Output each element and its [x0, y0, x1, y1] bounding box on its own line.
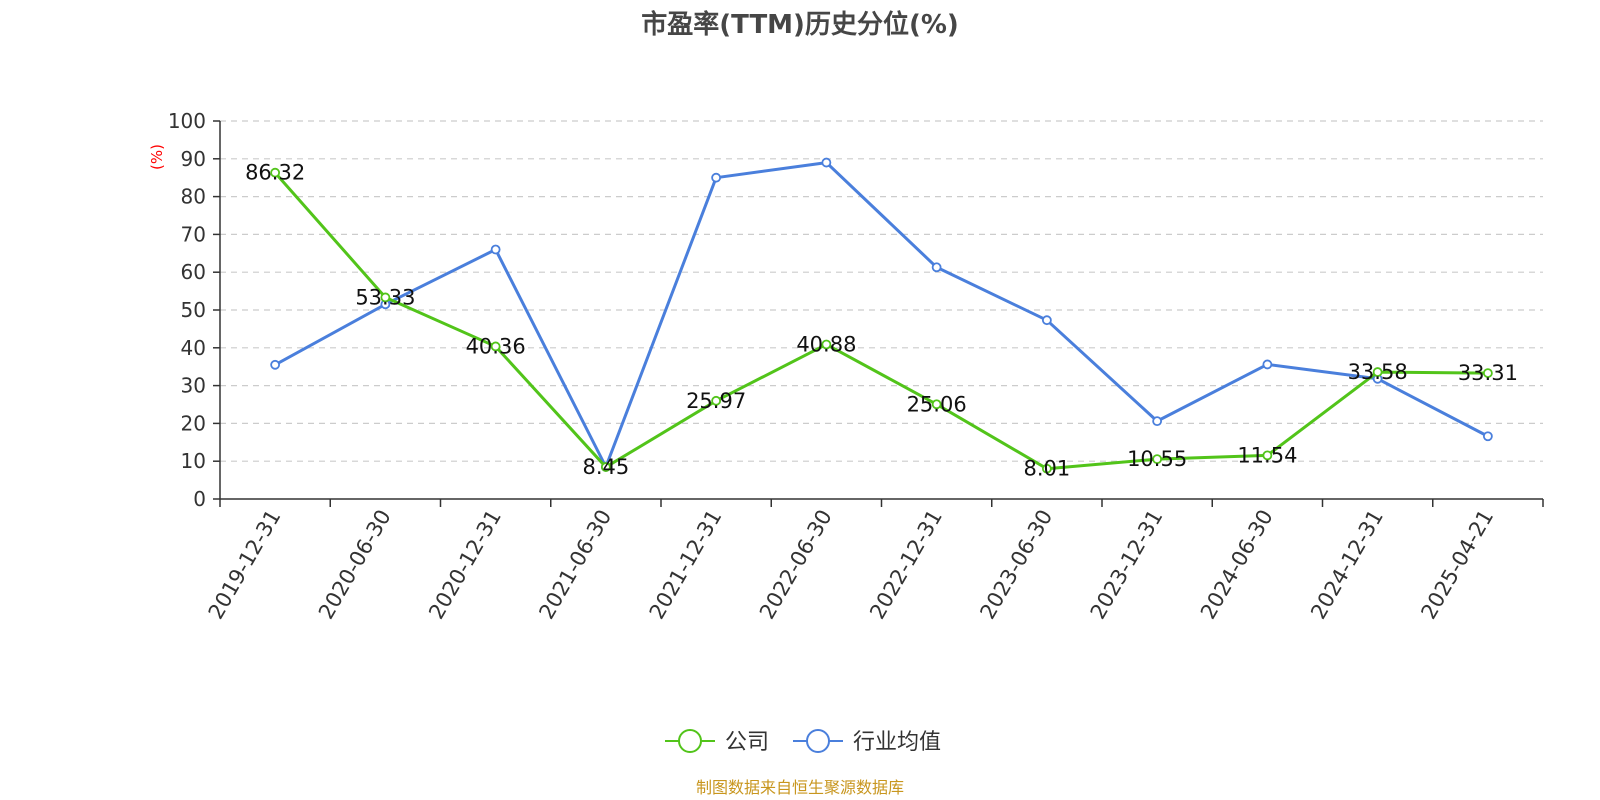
- x-tick-label: 2021-06-30: [534, 506, 616, 624]
- data-label: 53.33: [355, 285, 415, 309]
- y-tick-label: 70: [181, 222, 206, 246]
- x-tick-label: 2020-12-31: [424, 506, 506, 624]
- y-tick-label: 90: [181, 147, 206, 171]
- series-1-point[interactable]: [931, 262, 942, 273]
- y-tick-label: 30: [181, 374, 206, 398]
- data-label: 8.45: [582, 455, 629, 479]
- series-0-point[interactable]: [270, 167, 281, 178]
- data-label: 10.55: [1127, 447, 1187, 471]
- y-tick-label: 50: [181, 298, 206, 322]
- legend-label[interactable]: 行业均值: [853, 730, 941, 755]
- series-1-point[interactable]: [490, 244, 501, 255]
- x-tick-label: 2020-06-30: [314, 506, 396, 624]
- data-label: 86.32: [245, 161, 305, 185]
- series-1-point[interactable]: [711, 172, 722, 183]
- series-0-point[interactable]: [1041, 463, 1052, 474]
- series-0-point[interactable]: [1262, 450, 1273, 461]
- series-1-point[interactable]: [1482, 431, 1493, 442]
- y-tick-label: 60: [181, 260, 206, 284]
- series-0-point[interactable]: [1372, 367, 1383, 377]
- data-label: 8.01: [1023, 457, 1070, 481]
- chart-title: 市盈率(TTM)历史分位(%): [641, 9, 959, 40]
- x-tick-label: 2025-04-21: [1416, 506, 1498, 624]
- x-tick-label: 2022-06-30: [755, 506, 837, 624]
- data-label: 25.97: [686, 389, 746, 413]
- data-label: 33.58: [1348, 360, 1408, 384]
- x-tick-label: 2022-12-31: [865, 506, 947, 624]
- series-1-point[interactable]: [1041, 315, 1052, 326]
- data-label: 11.54: [1237, 443, 1297, 467]
- data-label: 40.88: [796, 332, 856, 356]
- y-tick-label: 40: [181, 336, 206, 360]
- grid-lines: [220, 120, 1543, 462]
- y-tick-label: 0: [193, 487, 206, 511]
- series-1-point[interactable]: [1152, 416, 1163, 427]
- series-0-point[interactable]: [1482, 368, 1493, 378]
- legend-marker[interactable]: [678, 729, 702, 753]
- series-1-point[interactable]: [821, 157, 832, 168]
- series-0-point[interactable]: [490, 341, 501, 352]
- series-1-point[interactable]: [1262, 359, 1273, 370]
- x-tick-label: 2021-12-31: [645, 506, 727, 624]
- series-line-1: [274, 161, 1489, 469]
- axes: 0 10 20 30 40 50 60 70 80 90 100 2019-12-31 2020-06-…: [168, 109, 1544, 624]
- series-lines: [270, 157, 1493, 474]
- series-line-0: [274, 171, 1488, 471]
- series-0-point[interactable]: [380, 292, 391, 303]
- legend[interactable]: 公司 行业均值: [665, 729, 941, 755]
- y-tick-label: 20: [181, 411, 206, 435]
- data-labels: 86.32 53.33 40.36 8.45 25.97 40.88 25.06 8.01 10…: [245, 161, 1518, 481]
- y-tick-label: 80: [181, 185, 206, 209]
- series-0-point[interactable]: [821, 339, 832, 350]
- legend-marker[interactable]: [806, 729, 830, 753]
- data-label: 33.31: [1458, 361, 1518, 385]
- series-0-point[interactable]: [711, 395, 722, 406]
- y-tick-label: 100: [168, 109, 206, 133]
- data-label: 40.36: [466, 334, 526, 358]
- x-tick-label: 2023-12-31: [1086, 506, 1168, 624]
- x-tick-label: 2023-06-30: [975, 506, 1057, 624]
- series-1-point[interactable]: [270, 359, 281, 370]
- x-tick-label: 2019-12-31: [204, 506, 286, 624]
- y-axis-unit-label: (%): [148, 144, 166, 170]
- series-0-point[interactable]: [931, 399, 942, 410]
- x-tick-label: 2024-12-31: [1306, 506, 1388, 624]
- x-tick-label: 2024-06-30: [1196, 506, 1278, 624]
- data-source-note: 制图数据来自恒生聚源数据库: [696, 778, 904, 797]
- series-0-point[interactable]: [1152, 454, 1163, 465]
- y-tick-label: 10: [181, 449, 206, 473]
- data-label: 25.06: [907, 392, 967, 416]
- legend-label[interactable]: 公司: [725, 730, 769, 755]
- series-0-point[interactable]: [600, 462, 611, 472]
